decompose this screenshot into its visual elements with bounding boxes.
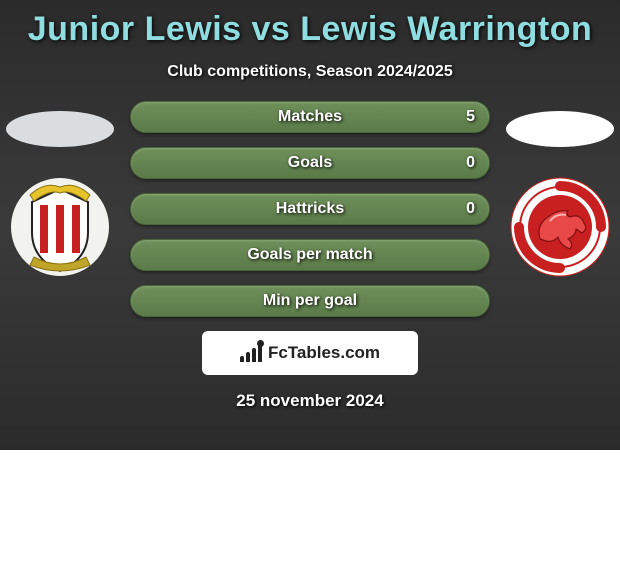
left-crest [10,177,110,277]
brand-box[interactable]: FcTables.com [202,331,418,375]
brand-chart-icon [240,344,262,362]
stat-right-value: 0 [466,148,475,178]
stat-bar-gpm: Goals per match [130,239,490,271]
stat-label: Matches [131,102,489,132]
right-crest-svg [510,177,610,277]
stat-right-value: 0 [466,194,475,224]
left-oval [6,111,114,147]
date-label: 25 november 2024 [130,391,490,411]
stat-bar-goals: Goals 0 [130,147,490,179]
columns: Matches 5 Goals 0 Hattricks 0 Goals per … [0,101,620,411]
brand-text: FcTables.com [268,343,380,363]
stat-label: Goals per match [131,240,489,270]
page-title: Junior Lewis vs Lewis Warrington [0,0,620,49]
right-crest [510,177,610,277]
stat-bar-mpg: Min per goal [130,285,490,317]
stat-right-value: 5 [466,102,475,132]
stats-column: Matches 5 Goals 0 Hattricks 0 Goals per … [120,101,500,411]
right-oval [506,111,614,147]
right-side [500,101,620,411]
comparison-panel: Junior Lewis vs Lewis Warrington Club co… [0,0,620,450]
left-side [0,101,120,411]
subtitle: Club competitions, Season 2024/2025 [0,63,620,81]
stat-label: Goals [131,148,489,178]
stat-bar-matches: Matches 5 [130,101,490,133]
stat-label: Hattricks [131,194,489,224]
stat-bar-hattricks: Hattricks 0 [130,193,490,225]
left-crest-svg [10,177,110,277]
stat-label: Min per goal [131,286,489,316]
